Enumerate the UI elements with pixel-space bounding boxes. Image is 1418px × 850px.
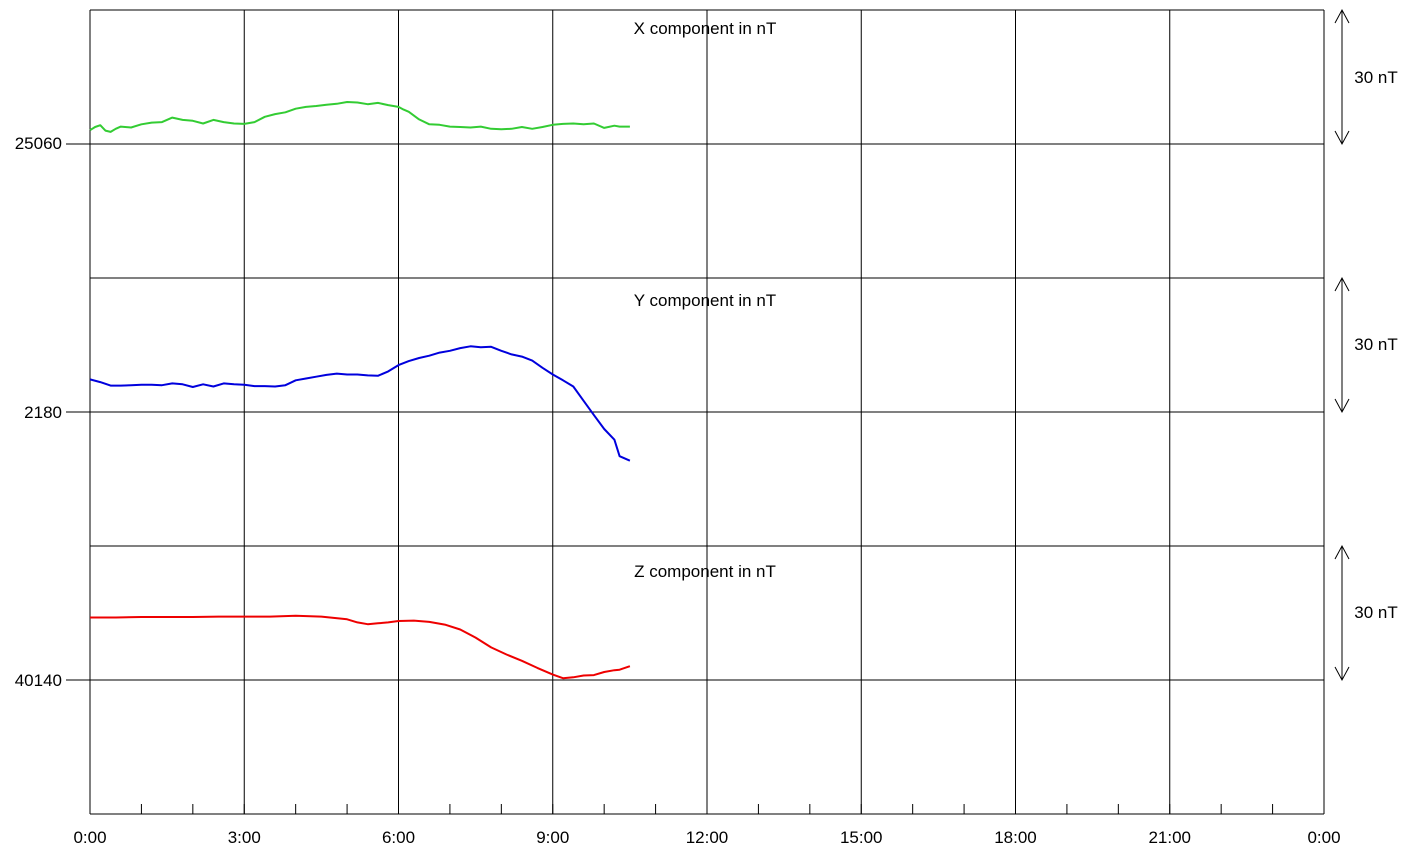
scale-arrow-head-up [1334,8,1350,24]
series-line [89,345,631,462]
x-tick-label: 0:00 [73,828,106,847]
panel-y-title: Y component in nT [634,291,776,310]
panel-y: Y component in nT 2180 30 nT [24,291,1398,422]
x-tick-label: 15:00 [840,828,883,847]
panel-z-title: Z component in nT [634,562,776,581]
panel-y-scale-label: 30 nT [1354,335,1397,354]
panel-z: Z component in nT 40140 30 nT [15,562,1398,690]
panel-x-title: X component in nT [634,19,777,38]
series-line [90,614,631,680]
scale-arrow-head-down [1334,666,1350,682]
panel-x-scale-label: 30 nT [1354,68,1397,87]
scale-arrow-head-down [1334,398,1350,414]
panel-z-scale-label: 30 nT [1354,603,1397,622]
x-tick-label: 18:00 [994,828,1037,847]
panel-z-baseline-label: 40140 [15,671,62,690]
grid-layer [66,9,1325,815]
x-tick-label: 12:00 [686,828,729,847]
series-line [89,101,630,133]
x-tick-label: 0:00 [1307,828,1340,847]
scale-arrow-head-up [1334,276,1350,292]
x-tick-label: 21:00 [1148,828,1191,847]
x-tick-label: 3:00 [228,828,261,847]
scale-arrows [1334,8,1350,682]
panel-x: X component in nT 25060 30 nT [15,19,1398,153]
x-tick-label: 6:00 [382,828,415,847]
x-tick-label: 9:00 [536,828,569,847]
x-axis: 0:00 3:00 6:00 9:00 12:00 15:00 18:00 21:00 0:00 [73,804,1341,847]
panel-x-baseline-label: 25060 [15,134,62,153]
scale-arrow-head-up [1334,544,1350,560]
panel-y-baseline-label: 2180 [24,403,62,422]
scale-arrow-head-down [1334,130,1350,146]
series-layer [89,101,631,680]
